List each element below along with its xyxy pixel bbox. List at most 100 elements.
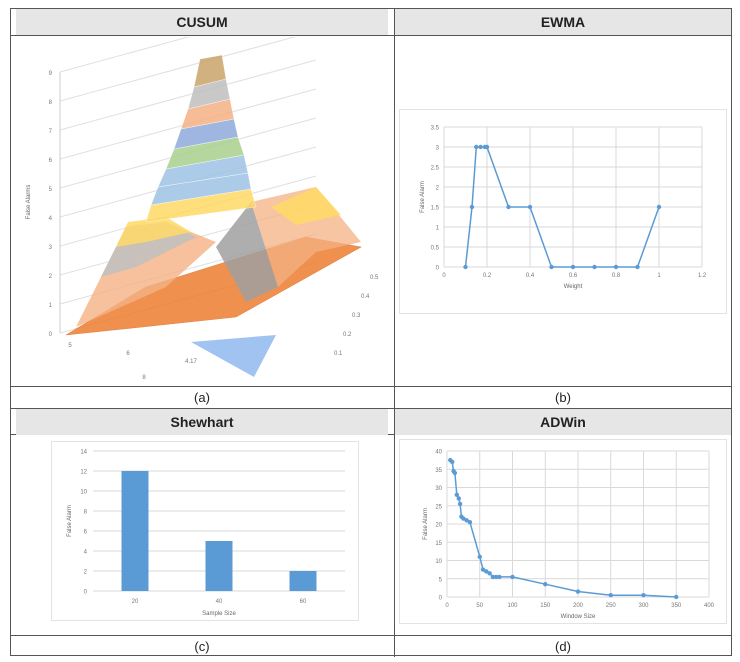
cusum-peak-band	[193, 54, 227, 88]
cusum-surface-chart: 0 1 2 3 4 5 6 7 8 9 False Alarms 0.1 0.2 0.3 0.4 0.5 5 6 4…	[26, 37, 379, 381]
divider-vertical	[394, 9, 395, 657]
ewma-y-tick-label: 3.5	[431, 126, 440, 132]
panel-title-shewhart: Shewhart	[16, 409, 388, 435]
cusum-z-tick-label: 8	[49, 100, 53, 106]
panel-title-ewma: EWMA	[395, 9, 731, 35]
shewhart-x-tick-label: 60	[300, 599, 307, 605]
adwin-y-tick-label: 10	[435, 559, 442, 565]
shewhart-bar-chart: 0 2 4 6 8 10 12 14 20 40 60 Sample Size False Alarm	[51, 441, 359, 621]
cusum-front-tick-label: 6	[126, 351, 130, 357]
ewma-y-axis-label: False Alarm	[420, 181, 426, 213]
ewma-data-point	[474, 144, 479, 150]
shewhart-x-tick-label: 40	[216, 599, 223, 605]
shewhart-y-tick-label: 0	[84, 590, 88, 596]
ewma-line-chart: 0 0.5 1 1.5 2 2.5 3 3.5 0 0.2 0.4 0.6 0.8 1 1.2 Weight F…	[399, 109, 727, 314]
cusum-z-tick-label: 2	[49, 274, 53, 280]
adwin-y-tick-label: 0	[439, 596, 443, 602]
shewhart-y-tick-label: 12	[80, 470, 87, 476]
ewma-y-tick-label: 3	[436, 146, 440, 152]
panel-caption-a: (a)	[194, 390, 210, 405]
cusum-gridline-z	[59, 37, 296, 102]
cusum-y-axis-label: False Alarms	[26, 185, 32, 220]
adwin-data-point	[608, 592, 613, 598]
adwin-x-tick-label: 0	[445, 603, 449, 609]
adwin-y-tick-label: 20	[435, 523, 442, 529]
shewhart-y-tick-label: 2	[84, 570, 88, 576]
cusum-surface-band	[116, 217, 191, 247]
divider-caption-top	[11, 386, 731, 387]
adwin-data-point	[464, 518, 469, 523]
adwin-data-point	[452, 470, 458, 476]
adwin-x-tick-label: 300	[638, 603, 649, 609]
cusum-front-tick-label: 8	[142, 375, 146, 381]
adwin-data-point	[575, 589, 581, 594]
shewhart-x-tick-label: 20	[132, 599, 139, 605]
ewma-data-point	[478, 144, 483, 150]
ewma-x-axis-label: Weight	[564, 284, 583, 290]
ewma-data-point	[549, 264, 554, 270]
ewma-plot-area	[399, 109, 727, 314]
cusum-front-tick-label: 5	[68, 343, 72, 349]
cusum-surface-band	[76, 222, 216, 327]
cusum-z-tick-label: 9	[49, 71, 53, 77]
cusum-z-tick-label: 4	[49, 216, 53, 222]
adwin-data-point	[467, 519, 473, 525]
shewhart-y-axis-label: False Alarm	[67, 505, 73, 537]
shewhart-y-tick-label: 6	[84, 530, 88, 536]
adwin-y-tick-label: 30	[435, 486, 442, 492]
cusum-depth-tick-label: 0.1	[334, 351, 343, 357]
adwin-data-point	[493, 574, 499, 580]
ewma-x-tick-label: 1.2	[698, 273, 707, 279]
adwin-data-point	[480, 567, 486, 572]
cusum-z-tick-label: 0	[49, 332, 53, 338]
cusum-z-tick-label: 3	[49, 245, 53, 251]
ewma-data-point	[484, 144, 490, 150]
adwin-y-tick-label: 5	[439, 577, 443, 583]
panel-caption-b: (b)	[555, 390, 571, 405]
panel-title-cusum: CUSUM	[16, 9, 388, 35]
cusum-z-tick-label: 7	[49, 129, 53, 135]
adwin-series-line	[449, 459, 677, 598]
adwin-x-tick-label: 250	[606, 603, 617, 609]
ewma-x-tick-label: 0.2	[483, 273, 492, 279]
ewma-data-point	[613, 264, 619, 270]
panel-caption-c: (c)	[194, 639, 210, 654]
ewma-x-tick-label: 0.4	[526, 273, 535, 279]
adwin-x-tick-label: 100	[507, 603, 518, 609]
ewma-x-tick-label: 0.6	[569, 273, 578, 279]
adwin-x-axis-label: Window Size	[561, 614, 596, 620]
adwin-y-tick-label: 25	[435, 504, 442, 510]
ewma-data-point	[635, 264, 640, 270]
ewma-data-point	[656, 204, 662, 210]
adwin-data-point	[490, 574, 496, 580]
adwin-data-point	[543, 582, 548, 587]
adwin-data-point	[641, 592, 646, 598]
cusum-depth-tick-label: 0.5	[370, 275, 379, 281]
adwin-x-tick-label: 350	[671, 603, 682, 609]
adwin-y-tick-label: 40	[435, 450, 442, 456]
ewma-data-point	[592, 264, 597, 270]
divider-caption-bottom	[11, 635, 731, 636]
shewhart-y-tick-label: 8	[84, 510, 88, 516]
cusum-z-tick-label: 6	[49, 158, 53, 164]
divider-header-top	[11, 35, 731, 36]
adwin-data-point	[674, 594, 679, 600]
ewma-data-point	[506, 204, 511, 210]
adwin-x-tick-label: 50	[476, 603, 483, 609]
cusum-depth-tick-label: 0.2	[343, 332, 352, 338]
cusum-z-tick-label: 1	[49, 303, 53, 309]
shewhart-y-tick-label: 14	[80, 450, 87, 456]
cusum-gridline-z	[59, 59, 317, 131]
cusum-depth-tick-label: 0.4	[361, 294, 370, 300]
shewhart-y-tick-label: 10	[80, 490, 87, 496]
ewma-data-point	[469, 204, 475, 210]
figure-frame: CUSUM EWMA Shewhart ADWin (a) (b) (c) (d…	[10, 8, 732, 657]
panel-title-adwin: ADWin	[395, 409, 731, 435]
shewhart-bar	[205, 541, 233, 591]
shewhart-bar	[121, 471, 149, 591]
ewma-data-point	[527, 204, 533, 210]
ewma-y-tick-label: 0	[436, 266, 440, 272]
cusum-depth-tick-label: 0.3	[352, 313, 361, 319]
adwin-data-point	[456, 496, 461, 501]
cusum-surface-ridge	[216, 202, 278, 302]
